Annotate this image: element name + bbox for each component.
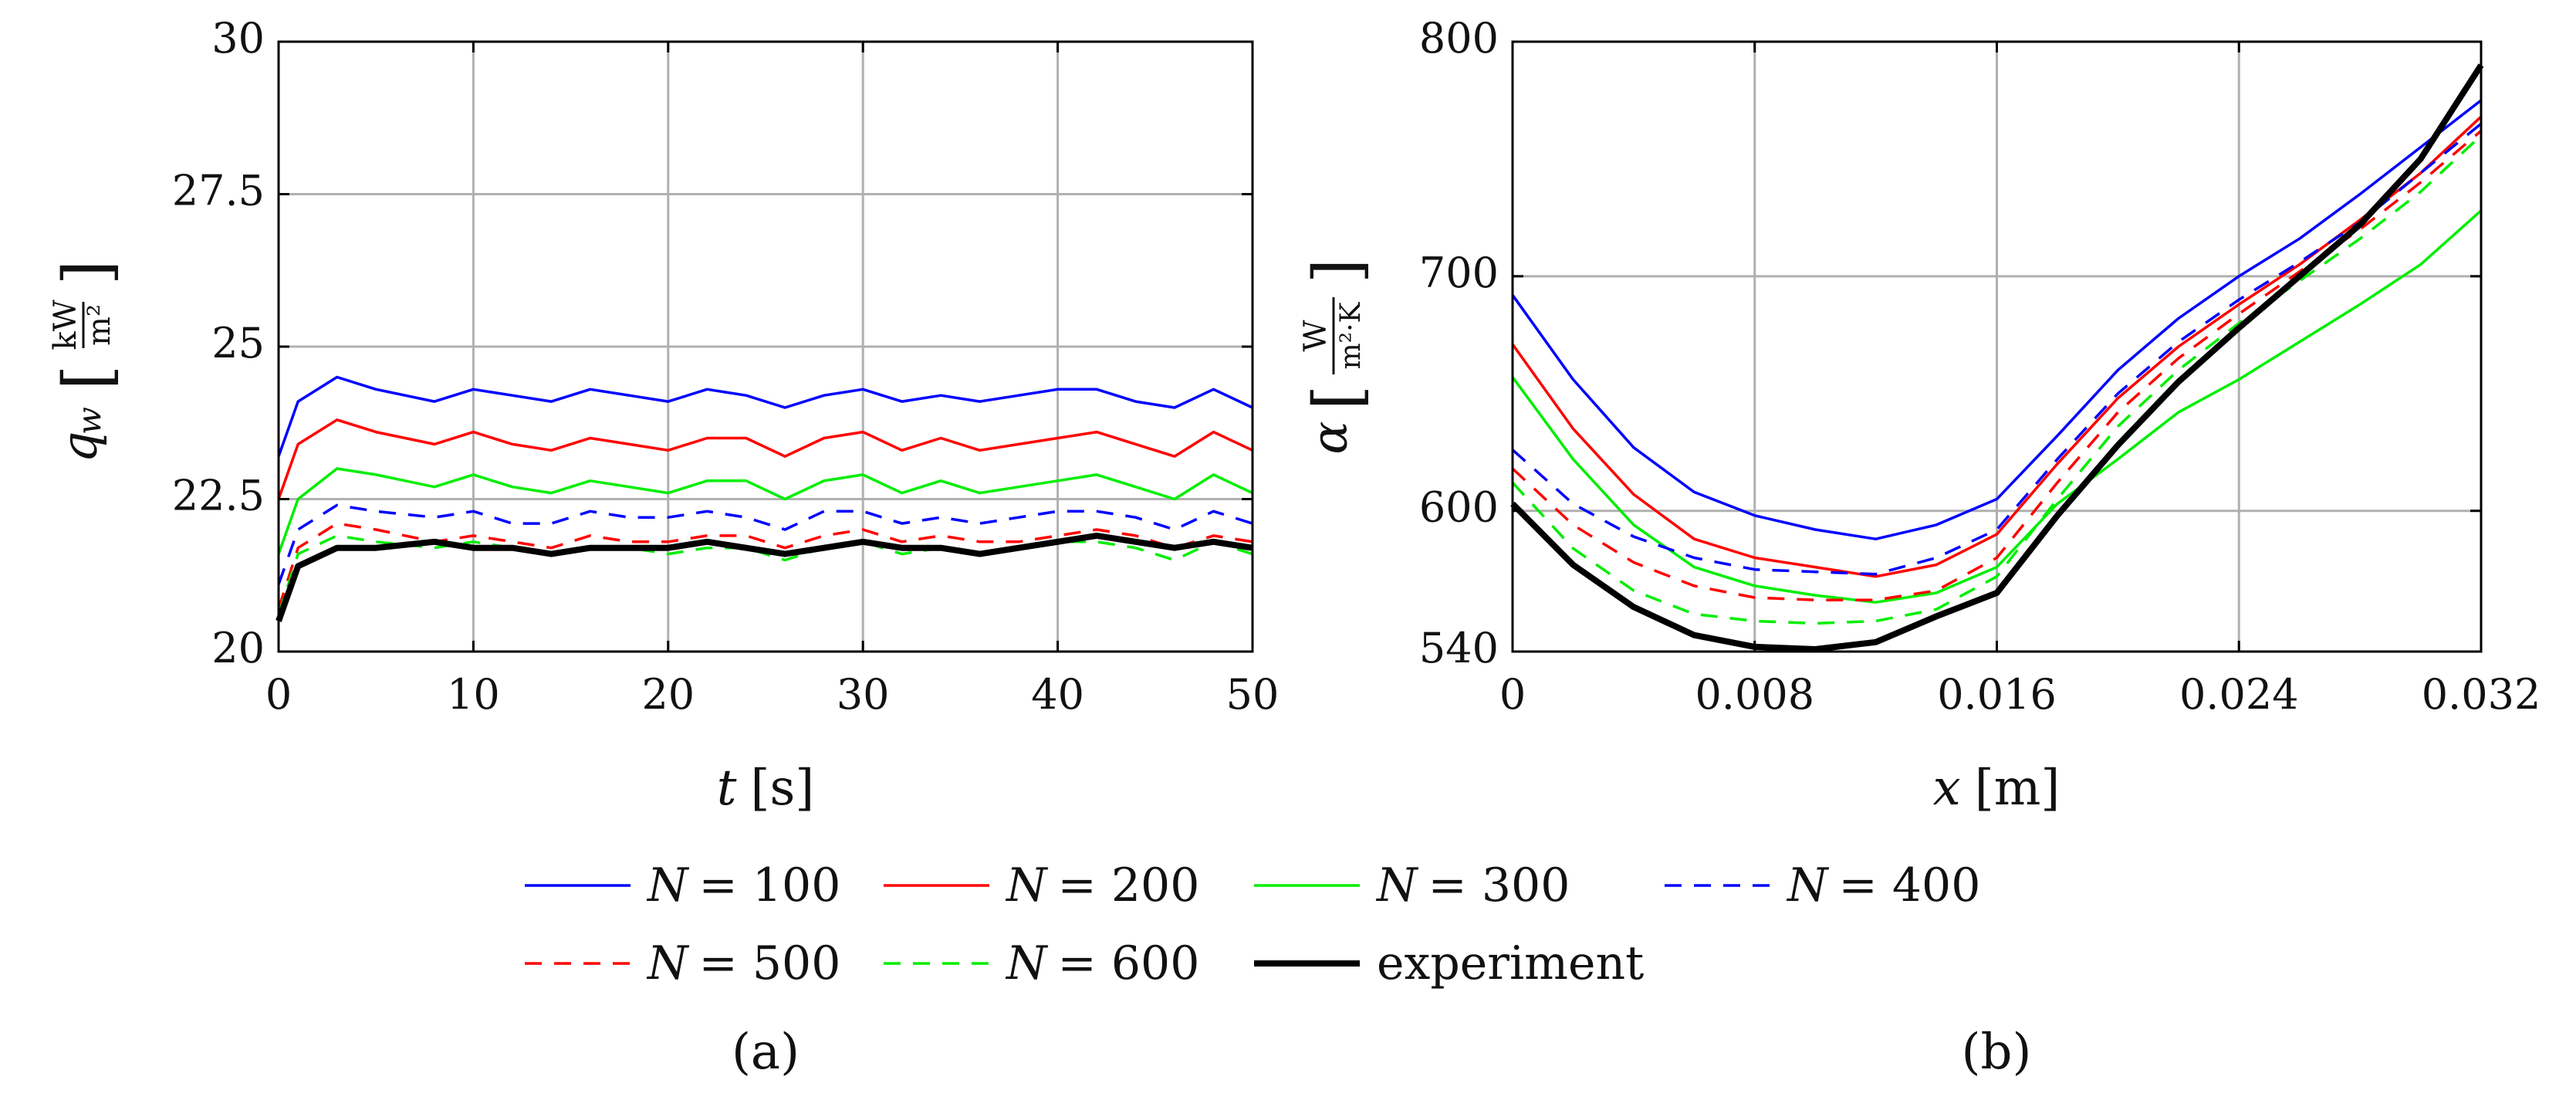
svg-text:m²·K: m²·K bbox=[1335, 301, 1367, 369]
legend-label: N = 500 bbox=[646, 936, 840, 990]
legend-label: N = 400 bbox=[1786, 858, 1980, 912]
panel-a-x-tick-label: 10 bbox=[447, 670, 500, 719]
legend-item: N = 600 bbox=[884, 936, 1199, 990]
legend-label: N = 300 bbox=[1375, 858, 1570, 912]
panel-b-series-line-4 bbox=[1511, 122, 2483, 576]
panel-a-y-tick-label: 20 bbox=[211, 624, 265, 672]
panel-a-y-tick-label: 30 bbox=[211, 14, 265, 63]
panel-a-x-tick-label: 40 bbox=[1031, 670, 1084, 719]
panel-b-x-tick-label: 0.016 bbox=[1937, 670, 2057, 719]
panel-a-series-line-1 bbox=[277, 375, 1253, 457]
panel-a-y-tick-label: 27.5 bbox=[172, 167, 265, 215]
svg-text:w: w bbox=[70, 407, 108, 435]
panel-b-series bbox=[1510, 63, 2484, 652]
legend-item: N = 400 bbox=[1665, 858, 1980, 912]
panel-b-series-line-2 bbox=[1511, 115, 2483, 578]
svg-text:]: ] bbox=[1300, 259, 1375, 284]
panel-a-series-line-6 bbox=[277, 534, 1253, 616]
panel-b-y-tick-label: 540 bbox=[1419, 624, 1499, 672]
legend-label: N = 200 bbox=[1005, 858, 1199, 912]
panel-b-x-tick-label: 0.024 bbox=[2179, 670, 2299, 719]
svg-text:[: [ bbox=[49, 365, 125, 391]
panel-b-series-line-1 bbox=[1511, 99, 2483, 540]
panel-b-series-line-7 bbox=[1510, 63, 2484, 652]
legend-label: N = 600 bbox=[1005, 936, 1199, 990]
panel-a-series bbox=[276, 375, 1253, 622]
legend-item: N = 100 bbox=[525, 858, 840, 912]
panel-b-x-axis-label: x [m] bbox=[1933, 760, 2060, 817]
panel-b-caption: (b) bbox=[1962, 1024, 2032, 1081]
svg-text:α: α bbox=[1302, 421, 1359, 454]
panel-b-y-tick-label: 800 bbox=[1419, 14, 1499, 63]
panel-b-series-line-6 bbox=[1511, 134, 2483, 625]
panel-a-x-tick-label: 20 bbox=[641, 670, 695, 719]
legend-label: N = 100 bbox=[646, 858, 840, 912]
panel-b-y-axis-label: α [ W m²·K ] bbox=[1298, 259, 1375, 455]
panel-a-y-tick-label: 22.5 bbox=[172, 472, 265, 520]
panel-b-x-tick-label: 0.032 bbox=[2422, 670, 2541, 719]
legend-item: N = 300 bbox=[1254, 858, 1570, 912]
panel-b-y-tick-label: 600 bbox=[1419, 483, 1499, 532]
panel-a-series-line-7 bbox=[276, 532, 1253, 622]
panel-a-x-tick-label: 30 bbox=[837, 670, 890, 719]
legend-label: experiment bbox=[1377, 936, 1644, 990]
panel-a-series-line-4 bbox=[277, 503, 1253, 585]
legend-item: N = 500 bbox=[525, 936, 840, 990]
panel-a-x-axis-label: t [s] bbox=[717, 760, 815, 817]
panel-a-caption: (a) bbox=[732, 1024, 800, 1081]
svg-text:W: W bbox=[1298, 320, 1334, 351]
panel-b-series-line-3 bbox=[1511, 209, 2483, 604]
svg-text:m²: m² bbox=[82, 304, 117, 346]
panel-a-y-tick-label: 25 bbox=[211, 319, 265, 367]
panel-b-y-tick-label: 700 bbox=[1419, 249, 1499, 297]
svg-text:q: q bbox=[52, 432, 109, 463]
legend-item: experiment bbox=[1254, 936, 1644, 990]
panel-a-y-axis-label: q w [ kW m² ] bbox=[48, 260, 125, 463]
panel-a: 0 10 20 30 40 50 20 22.5 25 27.5 30 t [s] q w [ kW… bbox=[48, 14, 1279, 1081]
svg-text:kW: kW bbox=[48, 300, 83, 350]
panel-b-x-tick-label: 0 bbox=[1499, 670, 1526, 719]
panel-a-x-tick-label: 50 bbox=[1226, 670, 1280, 719]
legend: N = 100 N = 200 N = 300 N = 400 N = 500 N = 600 expe… bbox=[525, 858, 1980, 990]
panel-b-x-tick-label: 0.008 bbox=[1695, 670, 1814, 719]
panel-a-x-tick-label: 0 bbox=[265, 670, 292, 719]
legend-item: N = 200 bbox=[884, 858, 1199, 912]
svg-text:[: [ bbox=[1300, 385, 1375, 411]
svg-text:]: ] bbox=[49, 260, 125, 286]
panel-a-series-line-2 bbox=[277, 418, 1253, 500]
panel-a-series-line-3 bbox=[277, 467, 1253, 555]
